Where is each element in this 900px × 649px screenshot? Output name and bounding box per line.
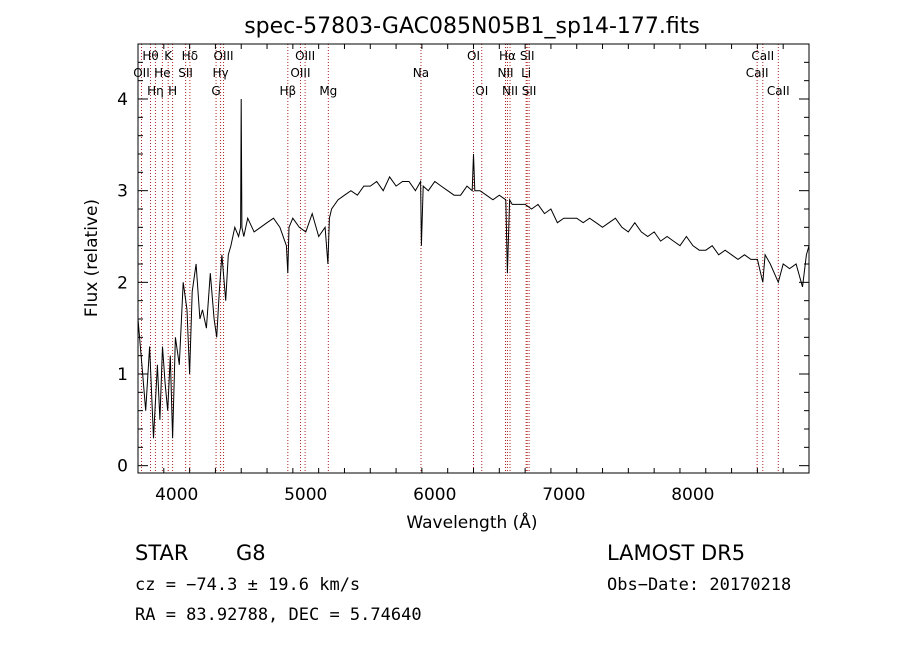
x-tick-label: 4000 <box>155 485 198 505</box>
x-axis-ticks: 4000 5000 6000 7000 8000 <box>137 44 810 505</box>
x-axis-label: Wavelength (Å) <box>406 511 537 533</box>
y-tick-label: 3 <box>117 182 128 202</box>
x-tick-label: 6000 <box>413 485 456 505</box>
spectral-line-label: H <box>168 84 177 98</box>
spectral-line-label: Hη <box>147 84 164 98</box>
chart-title: spec-57803-GAC085N05B1_sp14-177.fits <box>244 14 700 39</box>
x-tick-label: 7000 <box>542 485 585 505</box>
coordinates: RA = 83.92788, DEC = 5.74640 <box>135 605 422 625</box>
spectral-line-label: OI <box>475 84 488 98</box>
spectral-line-label: He <box>154 66 170 80</box>
spectral-line-label: Hδ <box>182 49 198 63</box>
plot-frame <box>137 43 810 474</box>
spectral-line-label: Li <box>521 66 531 80</box>
spectral-line-label: Hα <box>499 49 516 63</box>
spectral-line-label: Na <box>413 66 429 80</box>
spectral-line-label: OIII <box>214 49 234 63</box>
spectral-line-label: OII <box>133 0 150 3</box>
redshift-velocity: cz = −74.3 ± 19.6 km/s <box>135 575 360 595</box>
x-tick-label: 8000 <box>671 485 714 505</box>
spectral-line-label: K <box>164 49 173 63</box>
observation-date: Obs−Date: 20170218 <box>607 575 791 595</box>
y-axis-ticks: 0 1 2 3 4 <box>117 61 809 477</box>
survey-name: LAMOST DR5 <box>607 541 745 565</box>
y-tick-label: 4 <box>117 90 128 110</box>
spectral-line-label: CaII <box>746 66 769 80</box>
spectral-line-label: OI <box>467 49 480 63</box>
object-subclass: G8 <box>236 541 266 565</box>
spectral-line-label: Hθ <box>142 49 158 63</box>
spectral-line-label: OIII <box>295 49 315 63</box>
x-tick-label: 5000 <box>284 485 327 505</box>
spectral-line-label: SII <box>522 84 537 98</box>
y-tick-label: 1 <box>117 365 128 385</box>
y-axis-label: Flux (relative) <box>82 199 102 317</box>
spectral-line-markers <box>140 44 779 473</box>
spectral-line-label: NII <box>502 84 518 98</box>
spectral-line-label: SII <box>520 49 535 63</box>
spectral-line-labels: Hθ OII OII Hη K He H Hδ SII OIII Hγ G OIII OIII Hβ Mg Na… <box>133 0 789 98</box>
object-class: STAR <box>135 541 188 565</box>
spectral-line-label: OIII <box>290 66 310 80</box>
spectral-line-label: NII <box>497 66 513 80</box>
spectral-line-label: OII <box>133 66 150 80</box>
spectral-line-label: CaII <box>767 84 790 98</box>
y-tick-label: 0 <box>117 457 128 477</box>
y-tick-label: 2 <box>117 273 128 293</box>
spectral-line-label: CaII <box>751 49 774 63</box>
spectral-line-label: Hγ <box>213 66 229 80</box>
spectral-line-label: SII <box>178 66 193 80</box>
spectrum-series-line <box>137 98 810 439</box>
spectral-line-label: G <box>211 84 220 98</box>
spectral-line-label: Hβ <box>279 84 296 98</box>
spectral-line-label: Mg <box>319 84 337 98</box>
